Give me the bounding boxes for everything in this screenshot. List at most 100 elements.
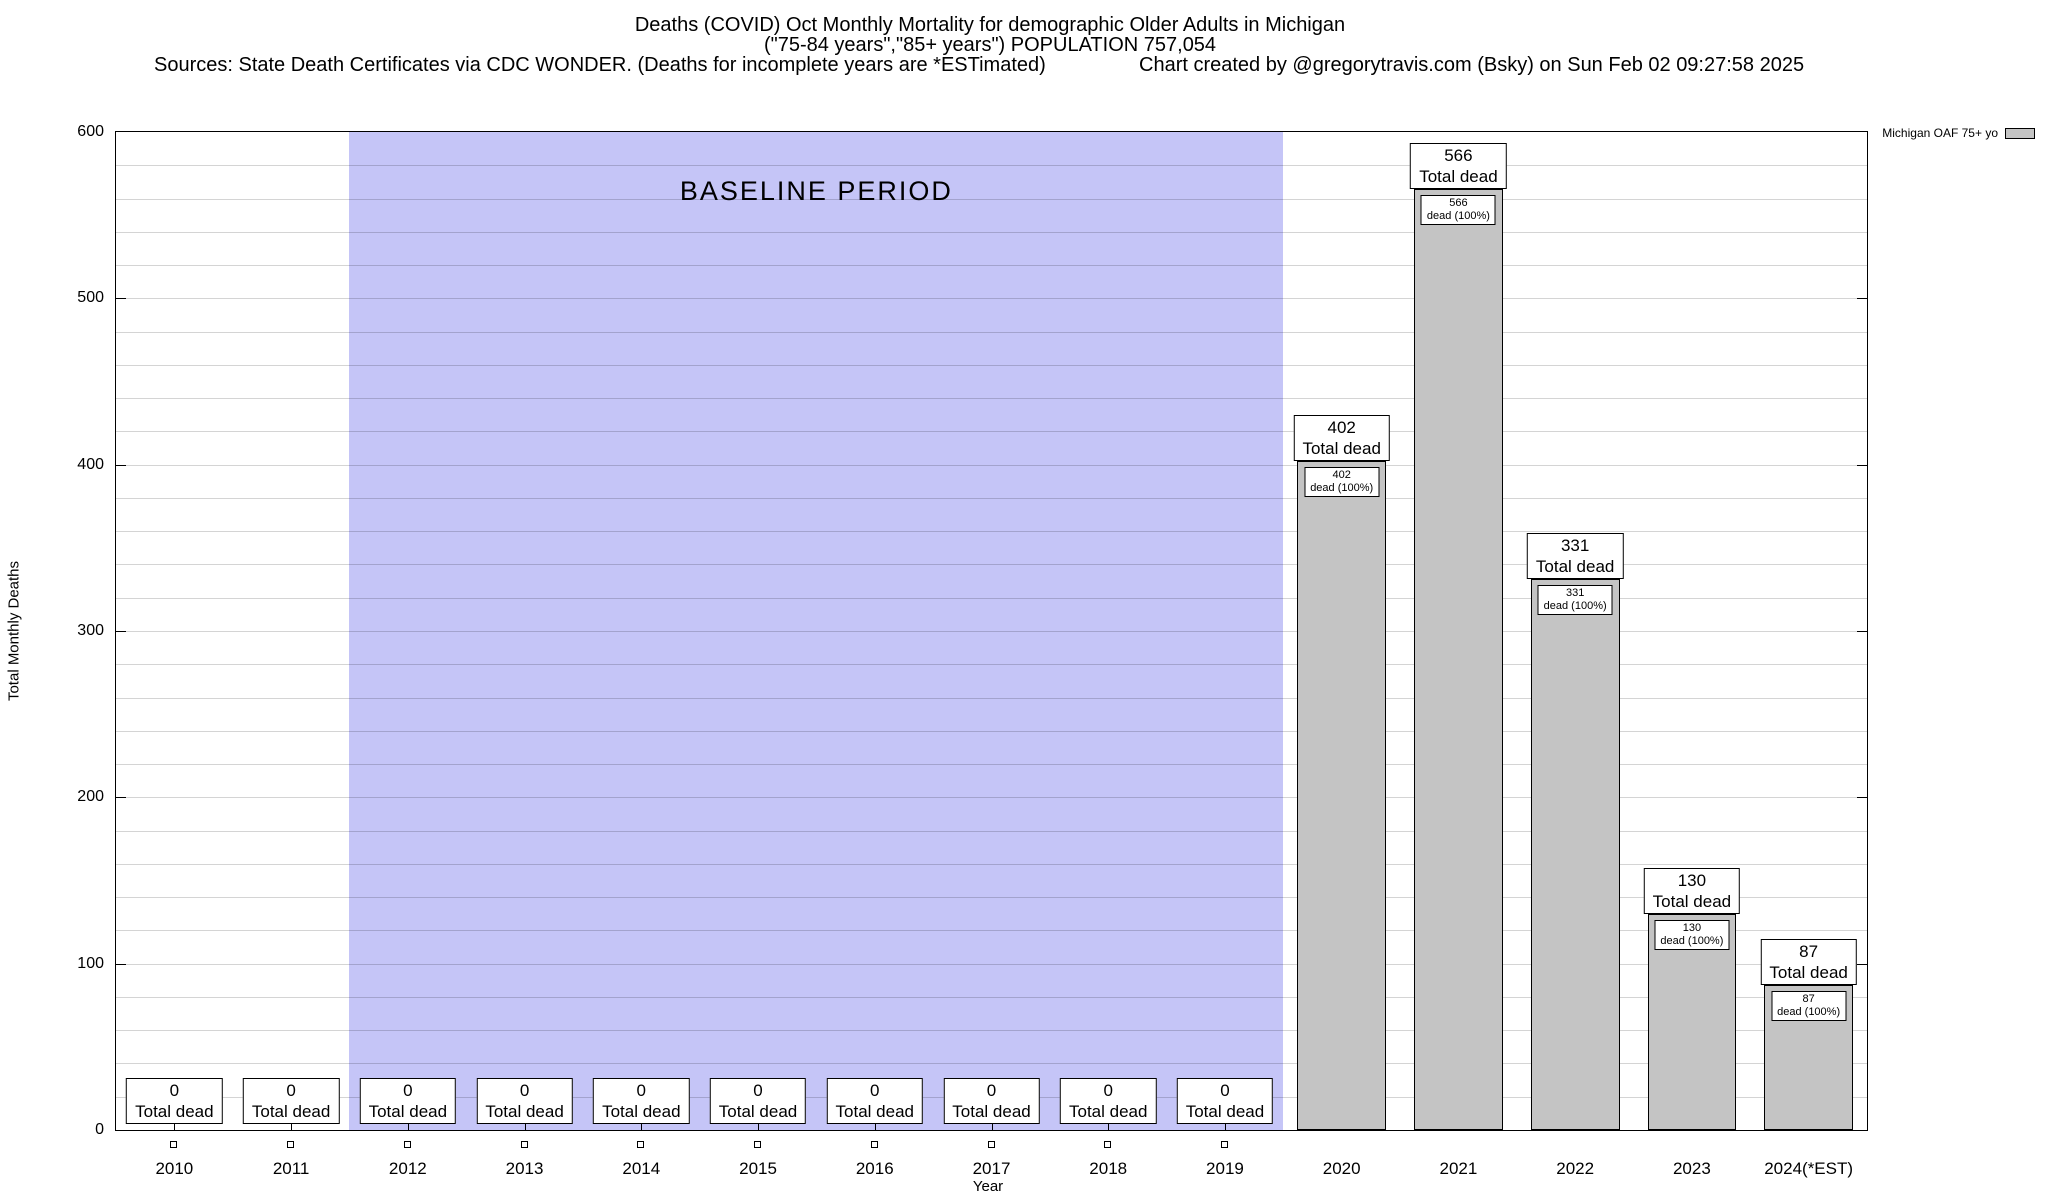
gridline (116, 764, 1867, 766)
bar-total-text: Total dead (1419, 166, 1498, 186)
y-tick-mark (1857, 464, 1867, 466)
y-tick-mark (1857, 298, 1867, 300)
zero-total-text: Total dead (718, 1102, 798, 1121)
bar-total-value: 87 (1799, 942, 1819, 962)
year-tick-label: 2014 (622, 1159, 661, 1178)
gridline (116, 697, 1867, 699)
gridline (116, 464, 1867, 466)
x-tick-mark (758, 1120, 760, 1130)
zero-total-label: 0 Total dead (242, 1078, 340, 1124)
x-tick-mark (174, 1120, 176, 1130)
zero-marker (1220, 1141, 1228, 1148)
gridline (116, 797, 1867, 799)
bar-inner-label: 331 dead (100%) (1537, 585, 1613, 616)
bar-inner-value: 130 (1682, 921, 1702, 934)
y-tick-label: 0 (95, 1121, 104, 1138)
y-axis-title: Total Monthly Deaths (5, 560, 23, 702)
zero-total-text: Total dead (251, 1102, 331, 1121)
zero-marker (403, 1141, 411, 1148)
y-tick-mark (116, 963, 126, 965)
gridline (116, 331, 1867, 333)
chart-meta-row: Sources: State Death Certificates via CD… (0, 55, 1980, 75)
zero-total-label: 0 Total dead (593, 1078, 690, 1124)
gridline (116, 631, 1867, 632)
zero-total-value: 0 (169, 1081, 180, 1100)
bar-inner-text: dead (100%) (1777, 1006, 1841, 1019)
year-tick-label: 2021 (1439, 1159, 1478, 1178)
gridline (116, 165, 1867, 167)
gridline (116, 597, 1867, 599)
chart-header: Deaths (COVID) Oct Monthly Mortality for… (0, 15, 1980, 75)
zero-total-value: 0 (1220, 1081, 1230, 1100)
zero-total-label: 0 Total dead (359, 1078, 457, 1124)
bar-total-value: 130 (1677, 870, 1707, 890)
bar-total-value: 331 (1560, 536, 1590, 556)
y-tick-mark (116, 298, 126, 300)
bar (1297, 461, 1387, 1130)
zero-total-value: 0 (870, 1081, 880, 1100)
year-tick-label: 2020 (1322, 1159, 1361, 1178)
x-tick-mark (991, 1120, 993, 1130)
legend: Michigan OAF 75+ yo (1882, 126, 2035, 140)
zero-marker (287, 1141, 295, 1148)
gridline (116, 398, 1867, 400)
zero-total-label: 0 Total dead (826, 1078, 923, 1124)
bar-inner-value: 402 (1332, 469, 1351, 482)
zero-marker (870, 1141, 878, 1148)
zero-total-value: 0 (519, 1081, 530, 1100)
gridline (116, 231, 1867, 233)
gridline (116, 664, 1867, 666)
year-tick-label: 2022 (1556, 1159, 1595, 1178)
bar-total-label: 402 Total dead (1293, 415, 1390, 462)
y-tick-mark (116, 631, 126, 632)
bar (1647, 913, 1737, 1130)
year-tick-label: 2018 (1089, 1159, 1128, 1178)
year-tick-label: 2024(*EST) (1764, 1159, 1854, 1178)
x-tick-mark (874, 1120, 876, 1130)
zero-total-text: Total dead (1185, 1102, 1265, 1121)
bar-total-label: 566 Total dead (1410, 142, 1507, 189)
bar-inner-text: dead (100%) (1543, 600, 1607, 613)
year-tick-label: 2023 (1672, 1159, 1711, 1178)
zero-total-text: Total dead (952, 1102, 1031, 1121)
zero-total-text: Total dead (835, 1102, 914, 1121)
gridline (116, 298, 1867, 300)
zero-total-label: 0 Total dead (943, 1078, 1040, 1124)
y-tick-label: 100 (77, 954, 104, 972)
gridline (116, 730, 1867, 732)
zero-total-label: 0 Total dead (1176, 1078, 1274, 1124)
zero-total-text: Total dead (602, 1102, 681, 1121)
year-tick-label: 2017 (972, 1159, 1011, 1178)
chart-sources: Sources: State Death Certificates via CD… (154, 54, 1046, 76)
gridline (116, 431, 1867, 433)
year-tick-label: 2019 (1206, 1159, 1244, 1178)
zero-total-label: 0 Total dead (126, 1078, 223, 1124)
bar-total-text: Total dead (1769, 963, 1848, 983)
gridline (116, 930, 1867, 932)
y-tick-label: 500 (77, 289, 104, 307)
bar (1530, 579, 1620, 1130)
x-tick-mark (291, 1120, 293, 1130)
year-tick-label: 2011 (272, 1159, 310, 1178)
y-tick-label: 200 (77, 788, 104, 806)
gridline (116, 996, 1867, 998)
zero-total-text: Total dead (1068, 1102, 1148, 1121)
gridline (116, 564, 1867, 566)
gridline (116, 531, 1867, 533)
zero-total-label: 0 Total dead (709, 1078, 807, 1124)
zero-marker (1104, 1141, 1112, 1148)
gridline (116, 497, 1867, 499)
bar-total-value: 566 (1444, 145, 1473, 165)
bar-total-label: 331 Total dead (1526, 533, 1624, 580)
zero-marker (170, 1141, 178, 1148)
y-tick-label: 400 (77, 455, 104, 473)
bar-total-label: 87 Total dead (1760, 939, 1857, 986)
y-tick-mark (1857, 963, 1867, 965)
bar-total-text: Total dead (1652, 891, 1732, 911)
gridline (116, 198, 1867, 200)
y-tick-mark (116, 797, 126, 799)
bar-inner-label: 402 dead (100%) (1304, 467, 1380, 498)
zero-marker (754, 1141, 762, 1148)
x-tick-mark (407, 1120, 409, 1130)
y-tick-label: 300 (77, 622, 104, 639)
